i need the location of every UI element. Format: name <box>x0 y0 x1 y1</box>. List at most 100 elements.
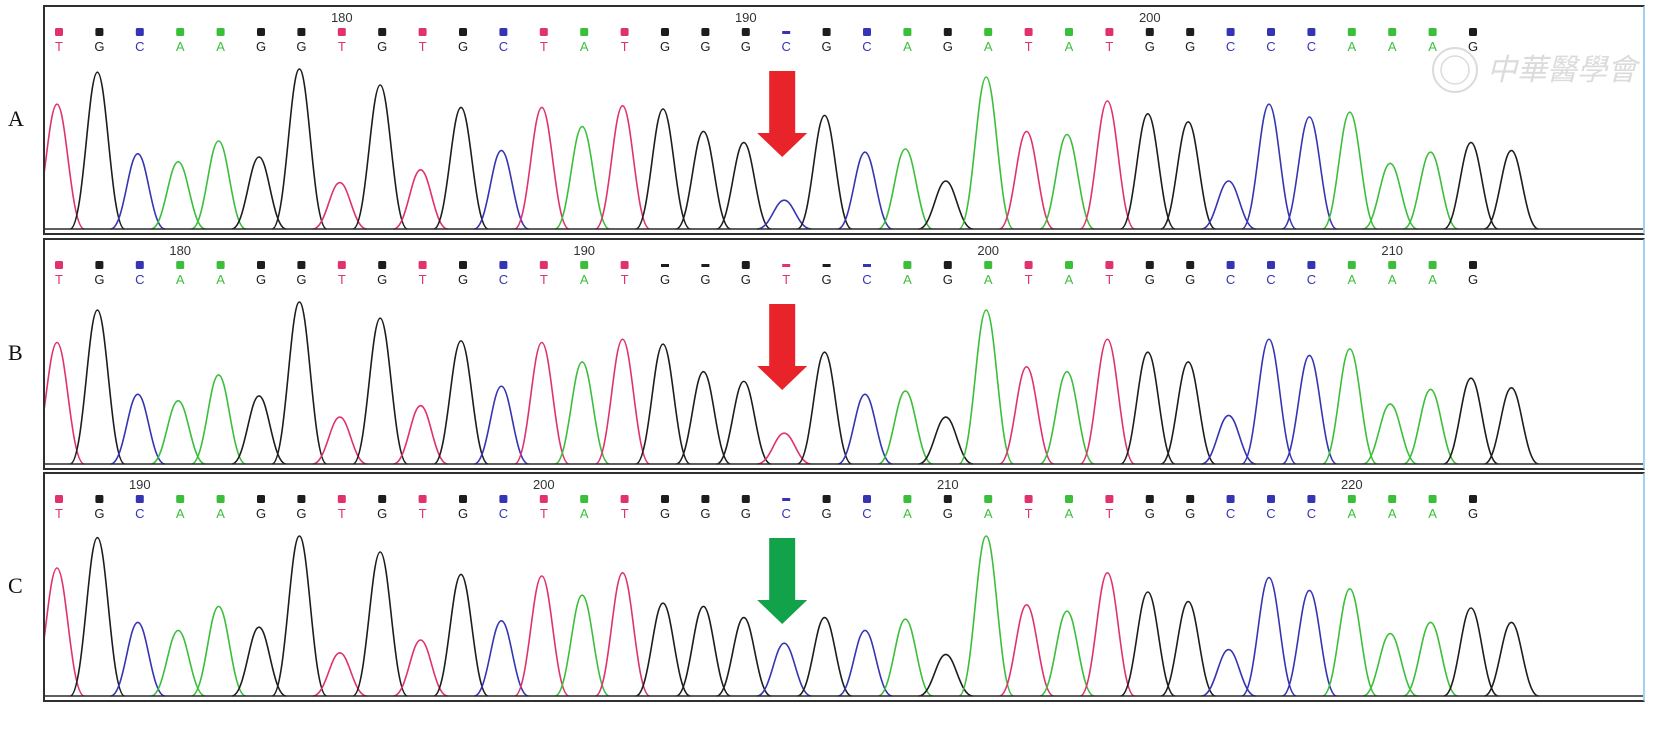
base-quality-marker <box>661 264 669 267</box>
base-quality-marker <box>1065 28 1073 36</box>
trace-peak <box>918 653 974 697</box>
base-quality-marker <box>1226 28 1235 36</box>
trace-peak <box>352 84 409 230</box>
base-quality-marker <box>1226 495 1235 503</box>
base-quality-marker <box>1024 28 1033 36</box>
base-call-letter: A <box>176 39 185 54</box>
base-call-letter: A <box>984 506 993 521</box>
base-quality-marker <box>620 261 629 269</box>
trace-peak <box>1241 103 1297 230</box>
base-call-letter: T <box>419 39 427 54</box>
panel-label-c: C <box>8 573 23 598</box>
trace-peak <box>352 317 409 465</box>
trace-peak <box>271 301 328 465</box>
base-quality-marker <box>1105 261 1114 269</box>
base-call-letter: C <box>135 39 144 54</box>
trace-peak <box>837 151 893 230</box>
base-quality-marker <box>1267 495 1275 503</box>
base-quality-marker <box>782 498 791 501</box>
base-quality-marker <box>1145 261 1154 269</box>
base-call-letter: A <box>1065 506 1074 521</box>
base-quality-marker <box>1145 495 1154 503</box>
base-quality-marker <box>741 261 750 269</box>
base-quality-marker <box>1388 495 1397 503</box>
trace-peak <box>1120 591 1176 697</box>
base-call-letter: T <box>1105 39 1113 54</box>
base-quality-marker <box>55 495 63 503</box>
base-quality-marker <box>95 261 104 269</box>
trace-peak <box>594 338 651 465</box>
base-call-letter: G <box>1185 39 1195 54</box>
trace-peak <box>69 309 126 465</box>
base-quality-marker <box>539 28 548 36</box>
trace-peak <box>473 385 529 465</box>
base-quality-marker <box>903 261 912 269</box>
base-call-letter: G <box>256 39 266 54</box>
trace-peak <box>594 571 651 697</box>
chromatogram-panel-b: 180 190 200 210 T G C A A G G T G T G C T A T G G G T G C A G A T A T G… <box>29 238 1645 470</box>
base-call-letter: A <box>216 39 225 54</box>
base-quality-marker <box>1388 28 1397 36</box>
base-quality-marker <box>661 495 669 503</box>
base-call-letter: T <box>55 272 63 287</box>
trace-peak <box>837 393 893 465</box>
base-call-letter: T <box>621 506 629 521</box>
base-quality-marker <box>378 495 387 503</box>
trace-peak <box>877 390 933 465</box>
base-quality-marker <box>499 495 508 503</box>
trace-peak <box>1322 348 1378 465</box>
mutation-arrow-icon <box>757 304 808 390</box>
trace-peak <box>1039 610 1095 697</box>
trace-peak <box>1201 648 1257 697</box>
trace-peak <box>877 148 933 230</box>
base-call-letter: A <box>580 506 589 521</box>
trace-peak <box>1443 377 1499 465</box>
base-call-letter: T <box>621 39 629 54</box>
trace-peak <box>191 140 247 230</box>
watermark-text: 中華醫學會 <box>1487 53 1641 88</box>
base-call-letter: A <box>1347 272 1356 287</box>
base-quality-marker <box>55 261 63 269</box>
base-call-letter: G <box>741 506 751 521</box>
base-quality-marker <box>216 28 225 36</box>
trace-peak <box>716 141 772 230</box>
base-quality-marker <box>701 28 710 36</box>
base-call-letter: T <box>338 272 346 287</box>
base-call-letter: A <box>1347 39 1356 54</box>
position-tick-label: 180 <box>331 10 353 25</box>
base-quality-marker <box>1065 261 1073 269</box>
base-call-letter: C <box>1307 506 1316 521</box>
base-quality-marker <box>580 495 589 503</box>
base-quality-marker <box>257 495 265 503</box>
base-call-letter: C <box>782 39 791 54</box>
trace-peak <box>675 605 731 697</box>
base-quality-marker <box>378 261 387 269</box>
trace-plot: 190 200 210 220 T G C A A G G T G T G C T A T G G G C G C A G A T A T G… <box>29 477 1643 697</box>
base-quality-marker <box>943 261 952 269</box>
base-quality-marker <box>135 495 144 503</box>
base-quality-marker <box>55 28 63 36</box>
base-call-letter: A <box>580 39 589 54</box>
trace-peak <box>1201 180 1257 230</box>
base-call-letter: A <box>216 272 225 287</box>
trace-peak <box>1079 338 1136 465</box>
base-call-letter: A <box>176 506 185 521</box>
base-call-letter: C <box>1266 506 1275 521</box>
base-quality-marker <box>580 261 589 269</box>
base-call-letter: T <box>55 506 63 521</box>
base-call-letter: A <box>216 506 225 521</box>
trace-peak <box>1120 351 1176 465</box>
base-call-letter: G <box>741 39 751 54</box>
base-call-letter: G <box>943 39 953 54</box>
base-quality-marker <box>539 495 548 503</box>
base-call-letter: T <box>540 506 548 521</box>
trace-peak <box>1160 600 1216 697</box>
trace-peak <box>191 605 247 697</box>
base-call-letter: G <box>94 506 104 521</box>
position-tick-label: 200 <box>977 243 999 258</box>
trace-peak <box>675 130 731 230</box>
trace-peak <box>554 361 610 465</box>
base-quality-marker <box>297 261 306 269</box>
trace-peak <box>1160 361 1216 465</box>
base-quality-marker <box>257 261 265 269</box>
